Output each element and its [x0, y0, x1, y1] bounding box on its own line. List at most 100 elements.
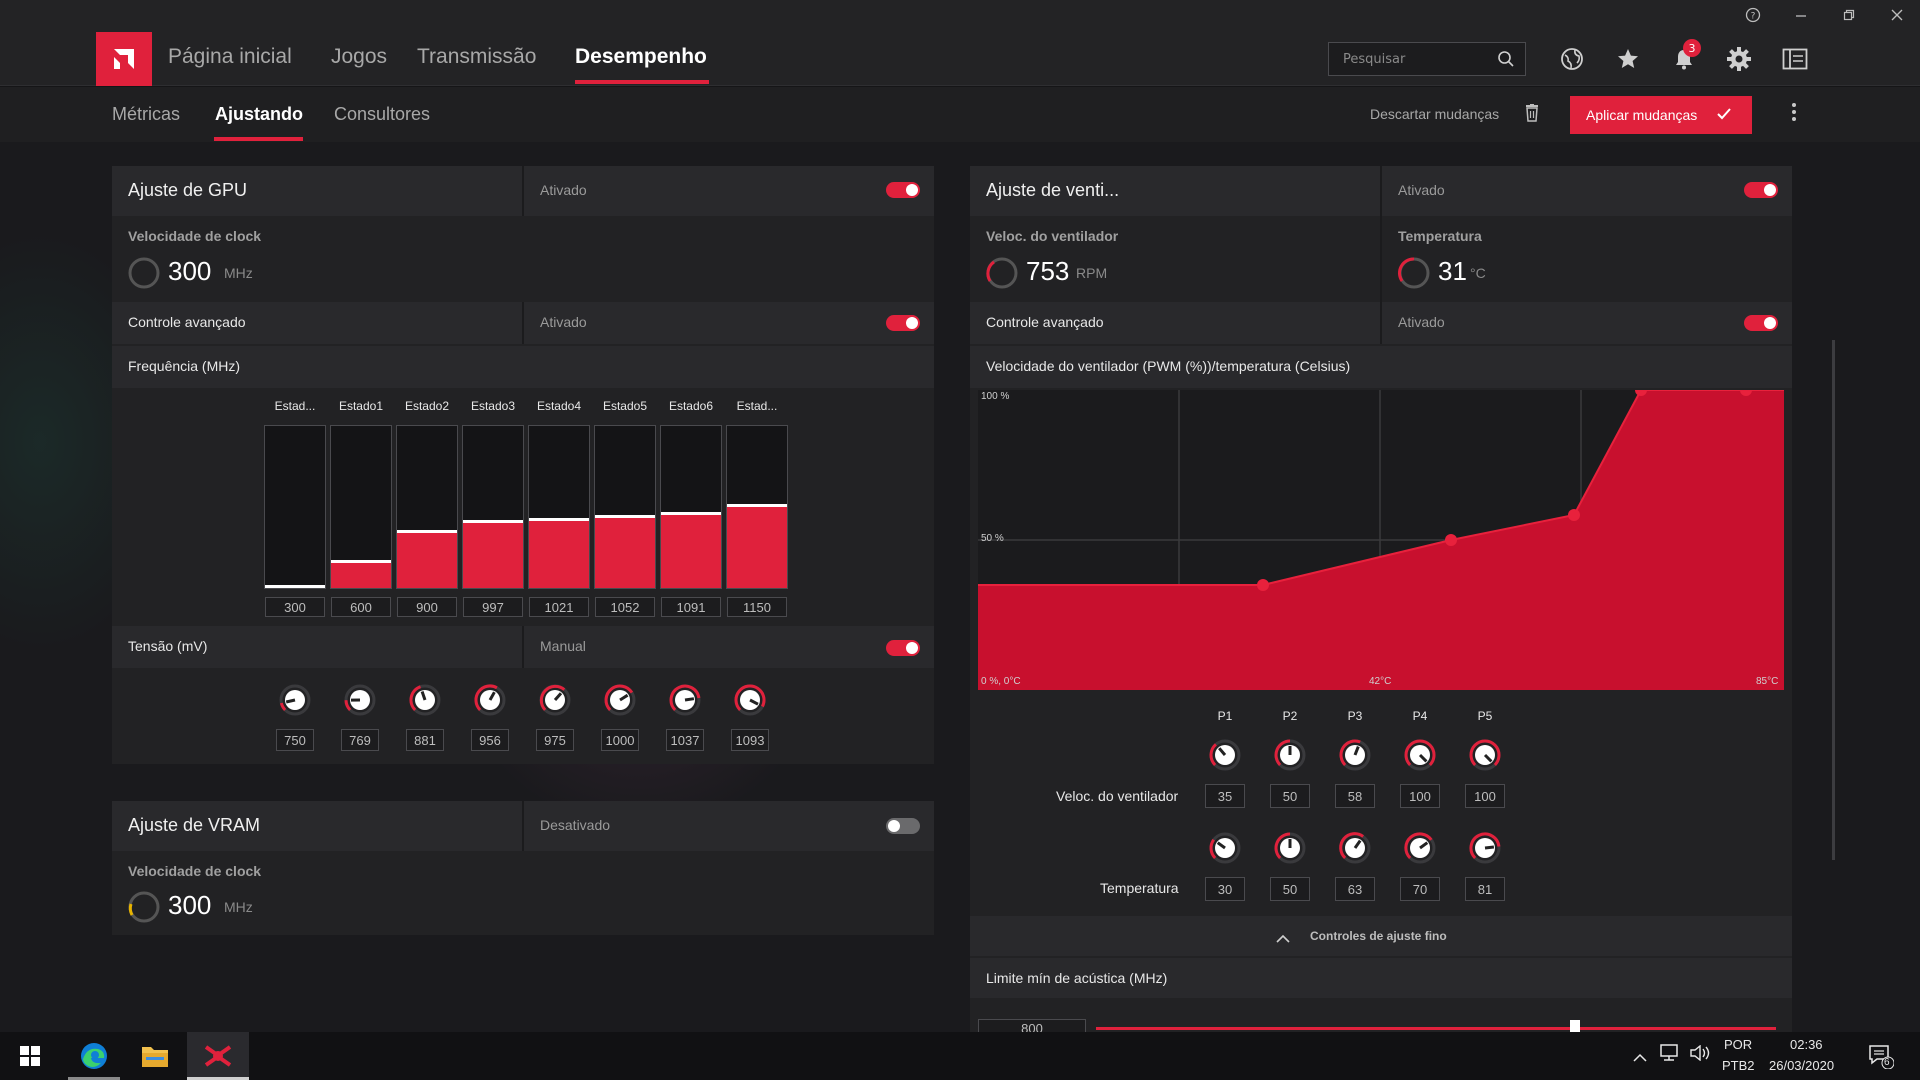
fan-speed-knob[interactable] — [1273, 738, 1307, 772]
voltage-toggle[interactable] — [886, 640, 920, 656]
action-center-icon[interactable] — [1868, 1043, 1895, 1073]
more-options-icon[interactable] — [1792, 103, 1796, 126]
voltage-knob[interactable] — [278, 683, 312, 717]
fine-tune-row[interactable] — [970, 916, 1792, 956]
file-explorer-icon[interactable] — [127, 1032, 183, 1080]
fan-curve-point-p2[interactable] — [1445, 534, 1457, 546]
tray-chevron-up-icon[interactable] — [1633, 1048, 1647, 1067]
gpu-state-frequency-input[interactable]: 1052 — [595, 597, 655, 617]
close-icon[interactable] — [1874, 0, 1920, 30]
help-icon[interactable]: ? — [1730, 0, 1776, 30]
gpu-state-frequency-input[interactable]: 1150 — [727, 597, 787, 617]
amd-software-taskbar-icon[interactable] — [187, 1032, 249, 1080]
fan-temperature-knob[interactable] — [1468, 831, 1502, 865]
gpu-state-bar[interactable] — [396, 425, 458, 589]
gpu-state-fill[interactable] — [397, 529, 457, 588]
restore-icon[interactable] — [1826, 0, 1872, 30]
gear-icon[interactable] — [1726, 46, 1752, 72]
chevron-up-icon[interactable] — [1276, 929, 1290, 948]
fan-curve-point-p5[interactable] — [1740, 390, 1752, 396]
gpu-state-fill[interactable] — [529, 518, 589, 588]
clock-date[interactable]: 26/03/2020 — [1769, 1058, 1835, 1073]
fan-curve-point-p4[interactable] — [1635, 390, 1647, 396]
gpu-state-bar[interactable] — [726, 425, 788, 589]
minimize-icon[interactable] — [1778, 0, 1824, 30]
gpu-state-frequency-input[interactable]: 997 — [463, 597, 523, 617]
voltage-input[interactable]: 769 — [341, 729, 379, 751]
gpu-state-frequency-input[interactable]: 1091 — [661, 597, 721, 617]
fan-speed-input[interactable]: 100 — [1465, 784, 1505, 808]
gpu-state-bar[interactable] — [264, 425, 326, 589]
voltage-knob[interactable] — [538, 683, 572, 717]
voltage-knob[interactable] — [733, 683, 767, 717]
nav-streaming[interactable]: Transmissão — [417, 45, 537, 68]
voltage-knob[interactable] — [343, 683, 377, 717]
gpu-state-fill[interactable] — [331, 560, 391, 588]
amd-logo[interactable] — [96, 32, 152, 86]
fan-temperature-input[interactable]: 30 — [1205, 877, 1245, 901]
fan-temperature-input[interactable]: 81 — [1465, 877, 1505, 901]
voltage-knob[interactable] — [408, 683, 442, 717]
acoustic-slider-track[interactable] — [1096, 1027, 1776, 1030]
gpu-state-frequency-input[interactable]: 1021 — [529, 597, 589, 617]
acoustic-slider-handle[interactable] — [1570, 1020, 1580, 1032]
gpu-tuning-toggle[interactable] — [886, 182, 920, 198]
gpu-state-frequency-input[interactable]: 600 — [331, 597, 391, 617]
gpu-state-bar[interactable] — [594, 425, 656, 589]
voltage-knob[interactable] — [668, 683, 702, 717]
voltage-knob[interactable] — [603, 683, 637, 717]
gpu-state-fill[interactable] — [595, 515, 655, 588]
windows-start-icon[interactable] — [2, 1032, 58, 1080]
volume-icon[interactable] — [1690, 1044, 1712, 1065]
voltage-input[interactable]: 1037 — [666, 729, 704, 751]
scrollbar[interactable] — [1832, 340, 1835, 860]
gpu-state-fill[interactable] — [727, 503, 787, 588]
fan-temperature-knob[interactable] — [1338, 831, 1372, 865]
voltage-knob[interactable] — [473, 683, 507, 717]
nav-performance[interactable]: Desempenho — [575, 45, 707, 68]
voltage-input[interactable]: 1093 — [731, 729, 769, 751]
voltage-input[interactable]: 956 — [471, 729, 509, 751]
fan-curve-point-p1[interactable] — [1257, 579, 1269, 591]
fan-speed-knob[interactable] — [1208, 738, 1242, 772]
search-icon[interactable] — [1497, 50, 1515, 72]
edge-browser-icon[interactable] — [66, 1032, 122, 1080]
vram-tuning-toggle[interactable] — [886, 818, 920, 834]
gpu-state-bar[interactable] — [528, 425, 590, 589]
fan-temperature-input[interactable]: 70 — [1400, 877, 1440, 901]
gpu-advanced-toggle[interactable] — [886, 315, 920, 331]
fine-tune-label[interactable]: Controles de ajuste fino — [1310, 929, 1447, 943]
fan-tuning-toggle[interactable] — [1744, 182, 1778, 198]
fan-speed-input[interactable]: 100 — [1400, 784, 1440, 808]
fan-speed-input[interactable]: 50 — [1270, 784, 1310, 808]
star-icon[interactable] — [1615, 46, 1641, 72]
keyboard-layout[interactable]: PTB2 — [1722, 1058, 1755, 1073]
fan-temperature-knob[interactable] — [1208, 831, 1242, 865]
gpu-state-bar[interactable] — [462, 425, 524, 589]
fan-speed-knob[interactable] — [1403, 738, 1437, 772]
fan-advanced-toggle[interactable] — [1744, 315, 1778, 331]
voltage-input[interactable]: 750 — [276, 729, 314, 751]
fan-temperature-knob[interactable] — [1273, 831, 1307, 865]
gpu-state-bar[interactable] — [660, 425, 722, 589]
voltage-input[interactable]: 881 — [406, 729, 444, 751]
fan-temperature-input[interactable]: 50 — [1270, 877, 1310, 901]
fan-speed-input[interactable]: 35 — [1205, 784, 1245, 808]
fan-curve-chart[interactable] — [978, 390, 1784, 690]
gpu-state-frequency-input[interactable]: 900 — [397, 597, 457, 617]
globe-icon[interactable] — [1559, 46, 1585, 72]
gpu-state-fill[interactable] — [265, 584, 325, 588]
voltage-input[interactable]: 975 — [536, 729, 574, 751]
discard-changes-button[interactable]: Descartar mudanças — [1370, 106, 1500, 122]
tab-tuning[interactable]: Ajustando — [215, 104, 303, 124]
tab-metrics[interactable]: Métricas — [112, 104, 181, 124]
apply-changes-button[interactable]: Aplicar mudanças — [1570, 96, 1752, 134]
tab-advisors[interactable]: Consultores — [334, 104, 431, 124]
trash-icon[interactable] — [1524, 104, 1540, 126]
voltage-input[interactable]: 1000 — [601, 729, 639, 751]
gpu-state-bar[interactable] — [330, 425, 392, 589]
sidebar-toggle-icon[interactable] — [1782, 46, 1808, 72]
gpu-state-fill[interactable] — [463, 519, 523, 588]
gpu-state-frequency-input[interactable]: 300 — [265, 597, 325, 617]
clock-time[interactable]: 02:36 — [1790, 1037, 1823, 1052]
